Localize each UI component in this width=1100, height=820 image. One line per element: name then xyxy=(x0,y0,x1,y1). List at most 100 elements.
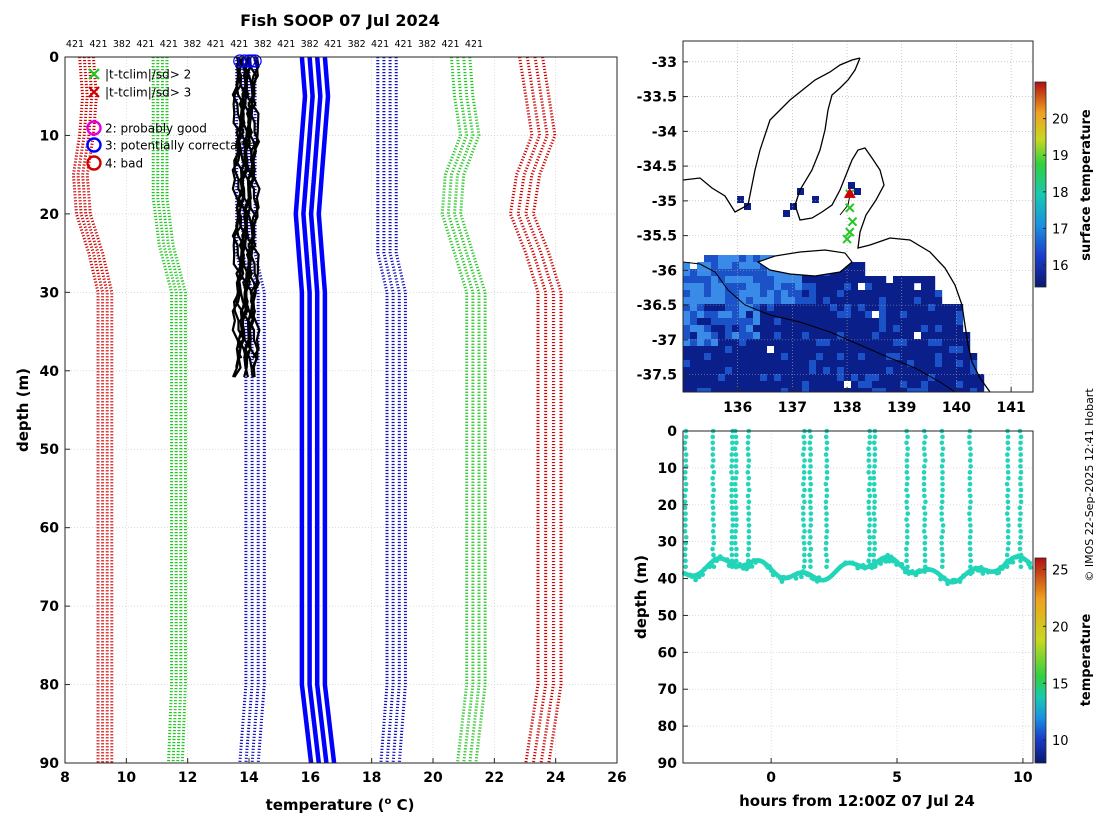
sst-pixel xyxy=(970,374,978,382)
sst-pixel xyxy=(942,325,950,333)
sst-pixel xyxy=(830,353,838,361)
vessel-track xyxy=(842,187,858,244)
depth-dot xyxy=(683,546,688,552)
sst-pixel xyxy=(879,325,887,333)
map-panel: 136 137 138 139 140 141 -33 -33.5 -34 -34.5 -35 -35… xyxy=(637,40,1094,416)
sst-colorbar-label: surface temperature xyxy=(1079,109,1094,261)
sst-pixel xyxy=(795,304,803,312)
sst-pixel xyxy=(781,339,789,347)
depth-dot xyxy=(1018,481,1023,487)
sst-pixel xyxy=(935,339,943,347)
sst-pixel xyxy=(788,388,796,392)
depth-dot xyxy=(801,434,807,440)
depth-dot xyxy=(967,475,973,481)
sst-pixel xyxy=(942,346,950,354)
depth-dot xyxy=(867,523,872,528)
sst-pixel xyxy=(725,339,733,347)
sst-pixel xyxy=(900,318,908,326)
sst-pixel xyxy=(753,290,761,298)
series-line-clim-green-2 xyxy=(446,56,475,764)
depth-dot xyxy=(730,523,736,528)
sst-pixel xyxy=(725,297,733,305)
sst-pixel xyxy=(788,290,796,298)
sst-pixel xyxy=(942,381,950,389)
sst-pixel xyxy=(893,304,901,312)
depth-dot xyxy=(867,481,873,487)
sst-pixel xyxy=(823,276,831,284)
sst-pixel xyxy=(914,311,922,319)
sst-pixel xyxy=(858,374,866,382)
depth-dot xyxy=(734,523,739,528)
sst-pixel xyxy=(935,311,943,319)
sst-pixel xyxy=(823,360,831,368)
sst-pixel xyxy=(725,381,733,389)
depth-dot xyxy=(866,511,872,516)
depth-dot xyxy=(1005,499,1011,505)
sst-pixel xyxy=(914,388,922,392)
sst-pixel xyxy=(886,318,894,326)
track-marker xyxy=(845,203,855,213)
sst-pixel xyxy=(767,360,775,368)
sst-pixel xyxy=(774,367,782,375)
y-tick-label: 30 xyxy=(40,285,60,301)
sst-pixel xyxy=(956,318,964,326)
depth-time-panel: 0 5 10 0 10 20 30 40 50 60 70 80 90 hours from 12:00… xyxy=(632,424,1094,810)
temperature-colorbar-label: temperature xyxy=(1079,614,1094,707)
sst-colorbar-ticks: 16 17 18 19 20 xyxy=(1043,113,1069,274)
top-labels: 421 421 382 421 421 382 421 421 382 421 382 421 382 4… xyxy=(66,39,483,50)
qc-flag-circle xyxy=(248,54,262,68)
sst-pixel xyxy=(753,325,761,333)
x-tick-label: 10 xyxy=(117,770,137,786)
depth-dot xyxy=(801,493,806,499)
sst-pixel xyxy=(956,346,964,354)
sst-pixel xyxy=(844,388,852,392)
dt-y-tick-label: 30 xyxy=(658,535,678,551)
sst-pixel xyxy=(935,332,943,340)
sst-pixel xyxy=(809,346,817,354)
map-x-tick-label: 141 xyxy=(997,400,1026,416)
depth-dot xyxy=(710,481,716,487)
x-tick-label: 14 xyxy=(239,770,259,786)
depth-dot xyxy=(682,552,688,558)
sst-pixel xyxy=(928,353,936,361)
sst-pixel xyxy=(739,374,747,382)
observed-profile-line xyxy=(247,56,261,369)
y-tick-label: 10 xyxy=(40,128,60,144)
depth-dot xyxy=(905,475,910,481)
sst-pixel xyxy=(802,290,810,298)
sst-pixel xyxy=(774,339,782,347)
sst-pixel xyxy=(746,297,754,305)
depth-dot xyxy=(683,452,689,457)
sst-pixel xyxy=(837,353,845,361)
sst-pixel xyxy=(753,262,761,270)
sst-pixel xyxy=(795,346,803,354)
sst-pixel xyxy=(683,367,691,375)
y-tick-label: 50 xyxy=(40,442,60,458)
legend-x-marker xyxy=(88,68,100,80)
qc-flag-circles xyxy=(233,54,262,68)
sst-pixel xyxy=(823,283,831,291)
depth-dot xyxy=(867,534,872,540)
depth-dot xyxy=(710,517,716,522)
sst-pixel xyxy=(893,388,901,392)
depth-dot xyxy=(824,458,830,463)
sst-pixel xyxy=(837,339,845,347)
temperature-colorbar-ticks: 10 15 20 25 xyxy=(1043,563,1069,749)
sst-pixel xyxy=(767,339,775,347)
sst-pixel xyxy=(879,276,887,284)
depth-dot xyxy=(922,493,927,499)
sst-pixel xyxy=(690,346,698,354)
depth-dot xyxy=(683,481,689,487)
sst-pixel xyxy=(739,304,747,312)
top-label: 382 xyxy=(301,39,319,50)
sst-pixel xyxy=(781,311,789,319)
depth-dot xyxy=(905,511,911,516)
depth-dot xyxy=(968,446,973,452)
sst-pixel xyxy=(781,346,789,354)
depth-dot xyxy=(683,470,688,475)
depth-dot xyxy=(823,546,829,552)
sst-pixel xyxy=(711,381,719,389)
depth-dot xyxy=(802,529,807,534)
depth-dot xyxy=(922,464,927,469)
sst-pixel xyxy=(823,346,831,354)
